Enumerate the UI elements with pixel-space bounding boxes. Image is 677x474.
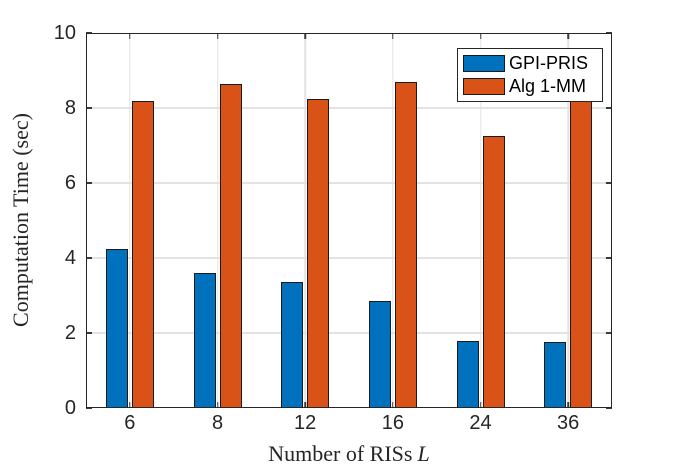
x-tick-top — [392, 33, 394, 39]
legend-item-alg1-mm: Alg 1-MM — [458, 75, 602, 98]
bar-alg-1-mm-6 — [131, 100, 154, 408]
y-tick-label: 4 — [64, 247, 76, 269]
x-tick-label: 12 — [294, 412, 317, 434]
x-tick-label: 6 — [124, 412, 136, 434]
x-axis-label-variable: L — [417, 441, 430, 466]
y-gridline — [86, 182, 612, 184]
y-tick-label: 6 — [64, 172, 76, 194]
x-tick-bottom — [392, 402, 394, 408]
x-tick-bottom — [216, 402, 219, 408]
x-tick-label: 8 — [211, 412, 224, 434]
y-tick-label: 8 — [64, 97, 76, 119]
bar-gpi-pris-36 — [544, 342, 567, 408]
legend-label-gpi-pris: GPI-PRIS — [509, 53, 589, 73]
y-tick-right — [606, 407, 612, 409]
y-tick-right — [606, 107, 612, 109]
y-tick-left — [86, 332, 92, 334]
bar-gpi-pris-16 — [368, 301, 391, 408]
bar-gpi-pris-6 — [105, 248, 128, 408]
y-tick-left — [86, 182, 92, 184]
x-tick-label: 16 — [381, 412, 404, 434]
legend-item-gpi-pris: GPI-PRIS — [458, 52, 602, 75]
y-gridline — [86, 332, 612, 334]
plot-area — [86, 32, 612, 409]
bar-alg-1-mm-12 — [307, 98, 330, 408]
x-gridline — [479, 33, 482, 408]
y-tick-left — [86, 32, 92, 34]
y-tick-right — [606, 182, 612, 184]
y-tick-label: 2 — [64, 322, 76, 344]
y-tick-right — [606, 257, 612, 259]
x-tick-label: 24 — [469, 412, 492, 434]
bar-alg-1-mm-24 — [482, 136, 505, 408]
x-tick-bottom — [567, 402, 569, 408]
x-tick-top — [129, 33, 131, 39]
x-gridline — [129, 33, 131, 408]
y-gridline — [86, 257, 612, 259]
bar-gpi-pris-8 — [193, 273, 216, 408]
x-tick-top — [304, 33, 306, 39]
legend-swatch-gpi-pris — [463, 55, 505, 72]
y-tick-right — [606, 332, 612, 334]
bar-alg-1-mm-8 — [219, 83, 242, 408]
x-tick-top — [216, 33, 219, 39]
y-tick-label: 0 — [64, 397, 76, 419]
x-tick-top — [567, 33, 569, 39]
x-axis-label-text: Number of RISs — [268, 441, 413, 466]
x-tick-top — [479, 33, 482, 39]
y-tick-right — [606, 32, 612, 34]
y-axis-label: Computation Time (sec) — [8, 113, 33, 327]
bar-gpi-pris-12 — [281, 282, 304, 408]
x-gridline — [567, 33, 569, 408]
legend: GPI-PRIS Alg 1-MM — [457, 48, 603, 102]
legend-swatch-alg1-mm — [463, 78, 505, 95]
x-tick-label: 36 — [557, 412, 580, 434]
bar-alg-1-mm-16 — [394, 81, 417, 408]
x-axis-label: Number of RISs L — [86, 441, 612, 467]
bar-alg-1-mm-36 — [570, 100, 593, 408]
x-tick-bottom — [129, 402, 131, 408]
x-gridline — [304, 33, 306, 408]
x-tick-bottom — [479, 402, 482, 408]
y-tick-left — [86, 407, 92, 409]
bar-gpi-pris-24 — [456, 340, 479, 408]
x-gridline — [216, 33, 219, 408]
x-tick-bottom — [304, 402, 306, 408]
y-tick-left — [86, 257, 92, 259]
y-gridline — [86, 107, 612, 109]
y-tick-label: 10 — [53, 22, 76, 44]
legend-label-alg1-mm: Alg 1-MM — [509, 76, 587, 96]
x-gridline — [392, 33, 394, 408]
y-tick-left — [86, 107, 92, 109]
